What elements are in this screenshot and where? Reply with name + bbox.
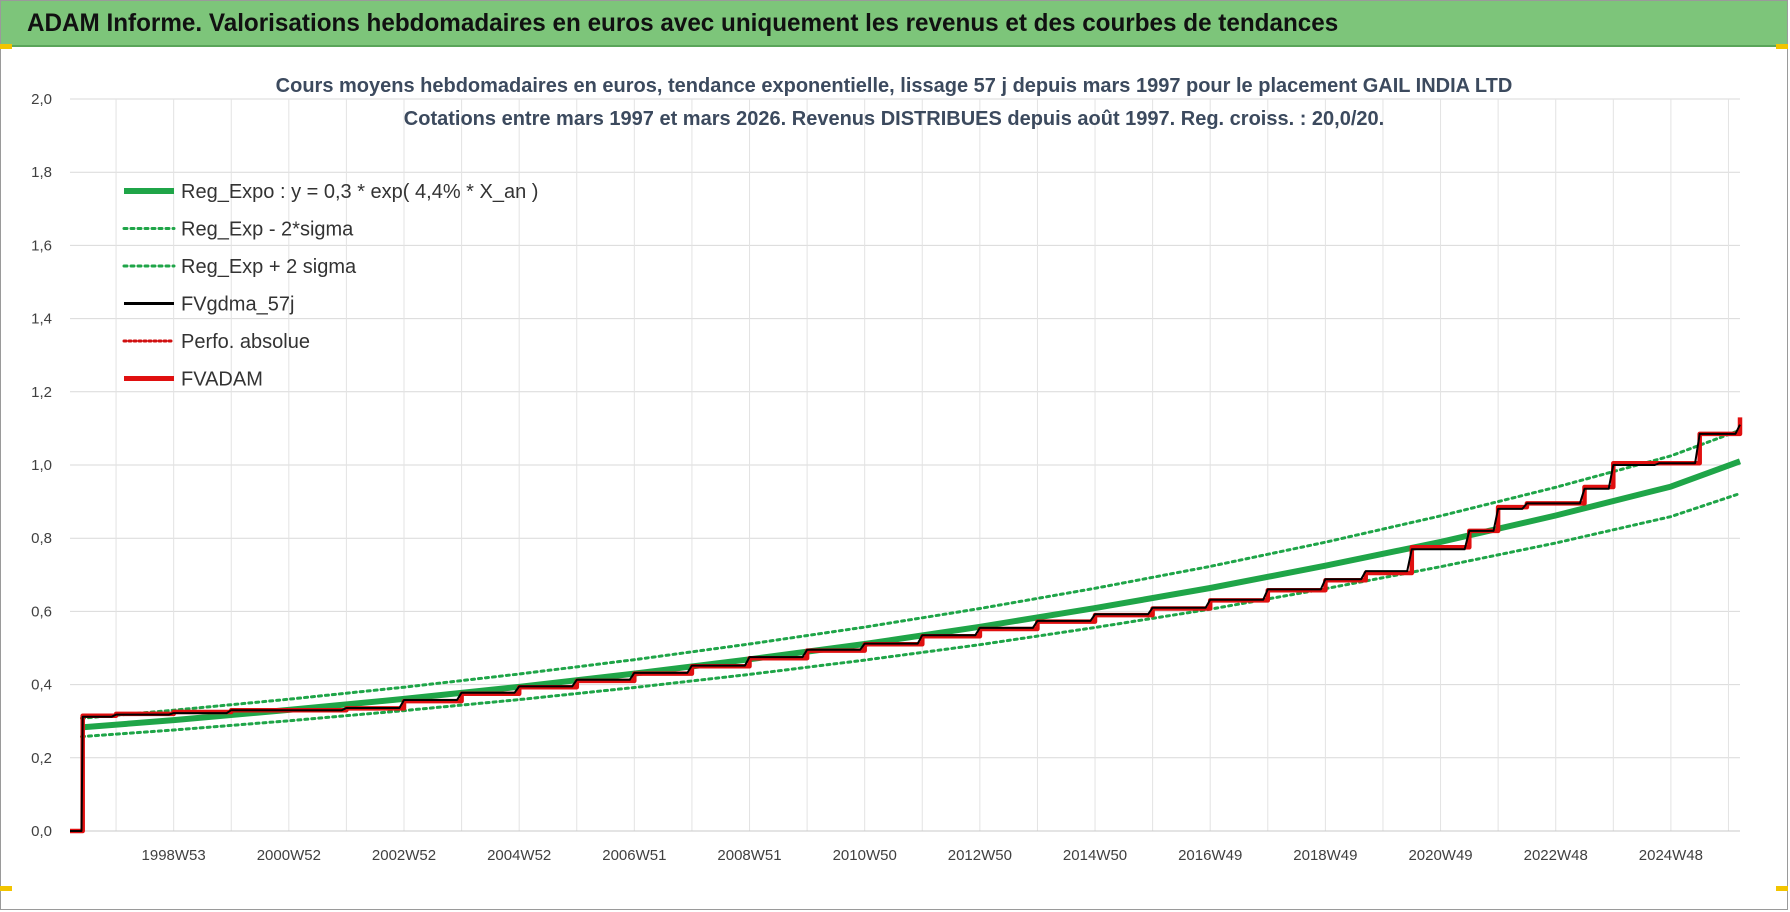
- y-tick-label: 0,4: [31, 677, 52, 694]
- series-line-5: [70, 417, 1743, 834]
- chart-title-line: Cours moyens hebdomadaires en euros, ten…: [276, 75, 1513, 97]
- chart-title: Cours moyens hebdomadaires en euros, ten…: [276, 75, 1513, 130]
- series-line-1: [80, 492, 1742, 739]
- series-line-0: [81, 458, 1742, 731]
- x-tick-label: 1998W53: [142, 847, 206, 864]
- x-tick-label: 2022W48: [1524, 847, 1588, 864]
- x-tick-label: 2018W49: [1293, 847, 1357, 864]
- x-tick-label: 2002W52: [372, 847, 436, 864]
- corner-marker-tr: [1776, 44, 1788, 49]
- y-tick-label: 0,6: [31, 603, 52, 620]
- legend: Reg_Expo : y = 0,3 * exp( 4,4% * X_an ) R…: [122, 181, 538, 391]
- corner-marker-tl: [0, 44, 12, 49]
- y-tick-label: 1,6: [31, 237, 52, 254]
- legend-label: FVADAM: [181, 369, 263, 391]
- y-tick-label: 0,0: [31, 823, 52, 840]
- x-tick-label: 2016W49: [1178, 847, 1242, 864]
- x-tick-label: 2004W52: [487, 847, 551, 864]
- y-tick-label: 0,8: [31, 530, 52, 547]
- x-tick-label: 2010W50: [833, 847, 897, 864]
- report-banner: ADAM Informe. Valorisations hebdomadaire…: [1, 1, 1787, 47]
- series-layer: [70, 417, 1743, 834]
- y-tick-label: 1,4: [31, 311, 52, 328]
- x-tick-label: 2000W52: [257, 847, 321, 864]
- x-tick-label: 2006W51: [602, 847, 666, 864]
- x-tick-label: 2008W51: [717, 847, 781, 864]
- x-axis-ticks: 1998W53 2000W52 2002W52 2004W52 2006W51 2008W…: [142, 847, 1703, 864]
- x-tick-label: 2014W50: [1063, 847, 1127, 864]
- banner-title: ADAM Informe. Valorisations hebdomadaire…: [27, 9, 1339, 37]
- y-axis-ticks: 0,0 0,2 0,4 0,6 0,8 1,0 1,2 1,4 1,6 1,8 2,0: [31, 91, 52, 840]
- series-line-3: [70, 424, 1741, 832]
- y-tick-label: 1,0: [31, 457, 52, 474]
- corner-marker-bl: [0, 886, 12, 891]
- series-line-2: [80, 428, 1742, 720]
- y-tick-label: 1,2: [31, 384, 52, 401]
- y-tick-label: 1,8: [31, 164, 52, 181]
- legend-label: Perfo. absolue: [181, 331, 310, 353]
- grid: [70, 98, 1740, 832]
- x-tick-label: 2024W48: [1639, 847, 1703, 864]
- y-tick-label: 0,2: [31, 750, 52, 767]
- x-tick-label: 2012W50: [948, 847, 1012, 864]
- corner-marker-br: [1776, 886, 1788, 891]
- legend-label: Reg_Exp - 2*sigma: [181, 219, 354, 241]
- chart-title-line: Cotations entre mars 1997 et mars 2026. …: [404, 108, 1384, 130]
- x-tick-label: 2020W49: [1408, 847, 1472, 864]
- y-tick-label: 2,0: [31, 91, 52, 108]
- legend-label: Reg_Expo : y = 0,3 * exp( 4,4% * X_an ): [181, 181, 538, 203]
- legend-label: Reg_Exp + 2 sigma: [181, 256, 357, 278]
- legend-label: FVgdma_57j: [181, 294, 294, 316]
